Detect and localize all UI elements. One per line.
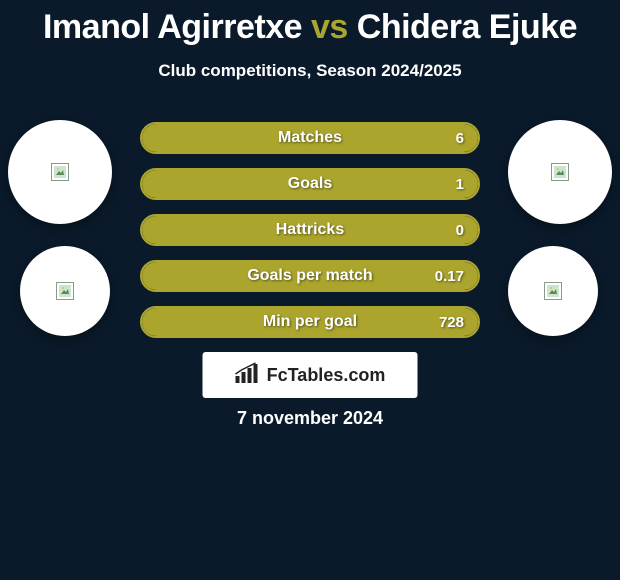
stat-row: Goals per match0.17 (140, 260, 480, 292)
avatars-left (8, 120, 112, 358)
placeholder-image-icon (51, 163, 69, 181)
placeholder-image-icon (544, 282, 562, 300)
avatar (8, 120, 112, 224)
chart-icon (235, 362, 261, 389)
stat-row: Hattricks0 (140, 214, 480, 246)
placeholder-image-icon (551, 163, 569, 181)
stat-row: Goals1 (140, 168, 480, 200)
avatar (508, 246, 598, 336)
avatars-right (508, 120, 612, 358)
stat-value-right: 0 (456, 216, 464, 244)
page-title: Imanol Agirretxe vs Chidera Ejuke (0, 0, 620, 47)
logo-box: FcTables.com (203, 352, 418, 398)
stat-label: Min per goal (142, 308, 478, 336)
stat-row: Min per goal728 (140, 306, 480, 338)
stat-value-right: 1 (456, 170, 464, 198)
stat-label: Goals per match (142, 262, 478, 290)
player-left-name: Imanol Agirretxe (43, 8, 302, 46)
stats-panel: Matches6Goals1Hattricks0Goals per match0… (140, 122, 480, 352)
subtitle: Club competitions, Season 2024/2025 (0, 61, 620, 81)
avatar (508, 120, 612, 224)
stat-row: Matches6 (140, 122, 480, 154)
stat-label: Goals (142, 170, 478, 198)
stat-value-right: 728 (439, 308, 464, 336)
placeholder-image-icon (56, 282, 74, 300)
date-line: 7 november 2024 (0, 408, 620, 429)
stat-value-right: 0.17 (435, 262, 464, 290)
player-right-name: Chidera Ejuke (357, 8, 577, 46)
vs-label: vs (311, 8, 348, 46)
stat-value-right: 6 (456, 124, 464, 152)
avatar (20, 246, 110, 336)
stat-label: Matches (142, 124, 478, 152)
logo-text: FcTables.com (267, 365, 386, 386)
stat-label: Hattricks (142, 216, 478, 244)
